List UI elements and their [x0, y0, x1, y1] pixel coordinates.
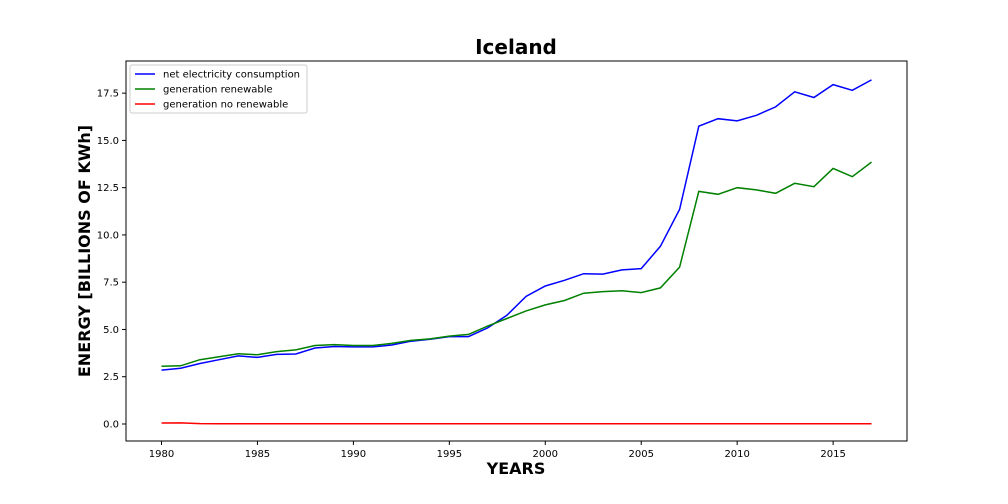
y-tick-label: 0.0: [103, 419, 119, 430]
y-axis-title: ENERGY [BILLIONS OF KWh]: [75, 125, 94, 377]
x-tick-label: 1980: [149, 449, 174, 460]
y-tick-label: 12.5: [97, 183, 119, 194]
x-axis: 1980 1985 1990 1995 2000 2005 2010 2015: [149, 441, 846, 460]
x-axis-title: YEARS: [486, 459, 546, 478]
y-tick-label: 15.0: [97, 136, 119, 147]
legend-label-2: generation renewable: [163, 85, 273, 96]
series-line-3: [161, 422, 872, 425]
x-tick-label: 2010: [724, 449, 749, 460]
x-tick-label: 2015: [820, 449, 845, 460]
x-tick-label: 2000: [533, 449, 558, 460]
y-axis: 0.0 2.5 5.0 7.5 10.0 12.5 15.0 17.5: [97, 89, 126, 430]
plot-lines: [161, 79, 872, 425]
y-tick-label: 10.0: [97, 230, 119, 241]
y-tick-label: 5.0: [103, 325, 119, 336]
y-tick-label: 2.5: [103, 372, 119, 383]
series-line-1: [161, 79, 872, 371]
x-tick-label: 1995: [437, 449, 462, 460]
legend-label-1: net electricity consumption: [163, 70, 300, 81]
x-tick-label: 1990: [341, 449, 366, 460]
plot-frame: [125, 60, 908, 442]
series-line-2: [161, 161, 872, 368]
y-tick-label: 7.5: [103, 278, 119, 289]
x-tick-label: 1985: [245, 449, 270, 460]
x-tick-label: 2005: [629, 449, 654, 460]
legend-label-3: generation no renewable: [163, 100, 288, 111]
chart-title: Iceland: [475, 35, 557, 59]
legend-box: [129, 64, 308, 114]
y-tick-label: 17.5: [97, 89, 119, 100]
legend: net electricity consumption generation re…: [129, 64, 308, 114]
